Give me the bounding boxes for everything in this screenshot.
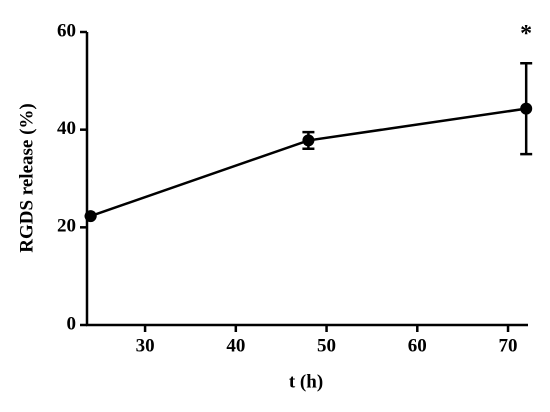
line [90, 107, 527, 218]
y-axis-label: RGDS release (%) [16, 103, 37, 253]
x-tick-label: 50 [317, 335, 336, 356]
marker [302, 134, 315, 147]
marker [520, 102, 533, 115]
x-tick-label: 30 [136, 335, 155, 356]
y-tick-label: 20 [57, 216, 76, 237]
y-tick-label: 40 [57, 118, 76, 139]
x-tick-label: 60 [408, 335, 427, 356]
annotation: * [520, 21, 532, 47]
x-tick-label: 40 [226, 335, 245, 356]
x-axis-label: t (h) [289, 371, 323, 392]
y-tick-label: 60 [57, 20, 76, 41]
x-tick-label: 70 [499, 335, 518, 356]
marker [84, 210, 97, 223]
y-tick-label: 0 [67, 313, 77, 334]
